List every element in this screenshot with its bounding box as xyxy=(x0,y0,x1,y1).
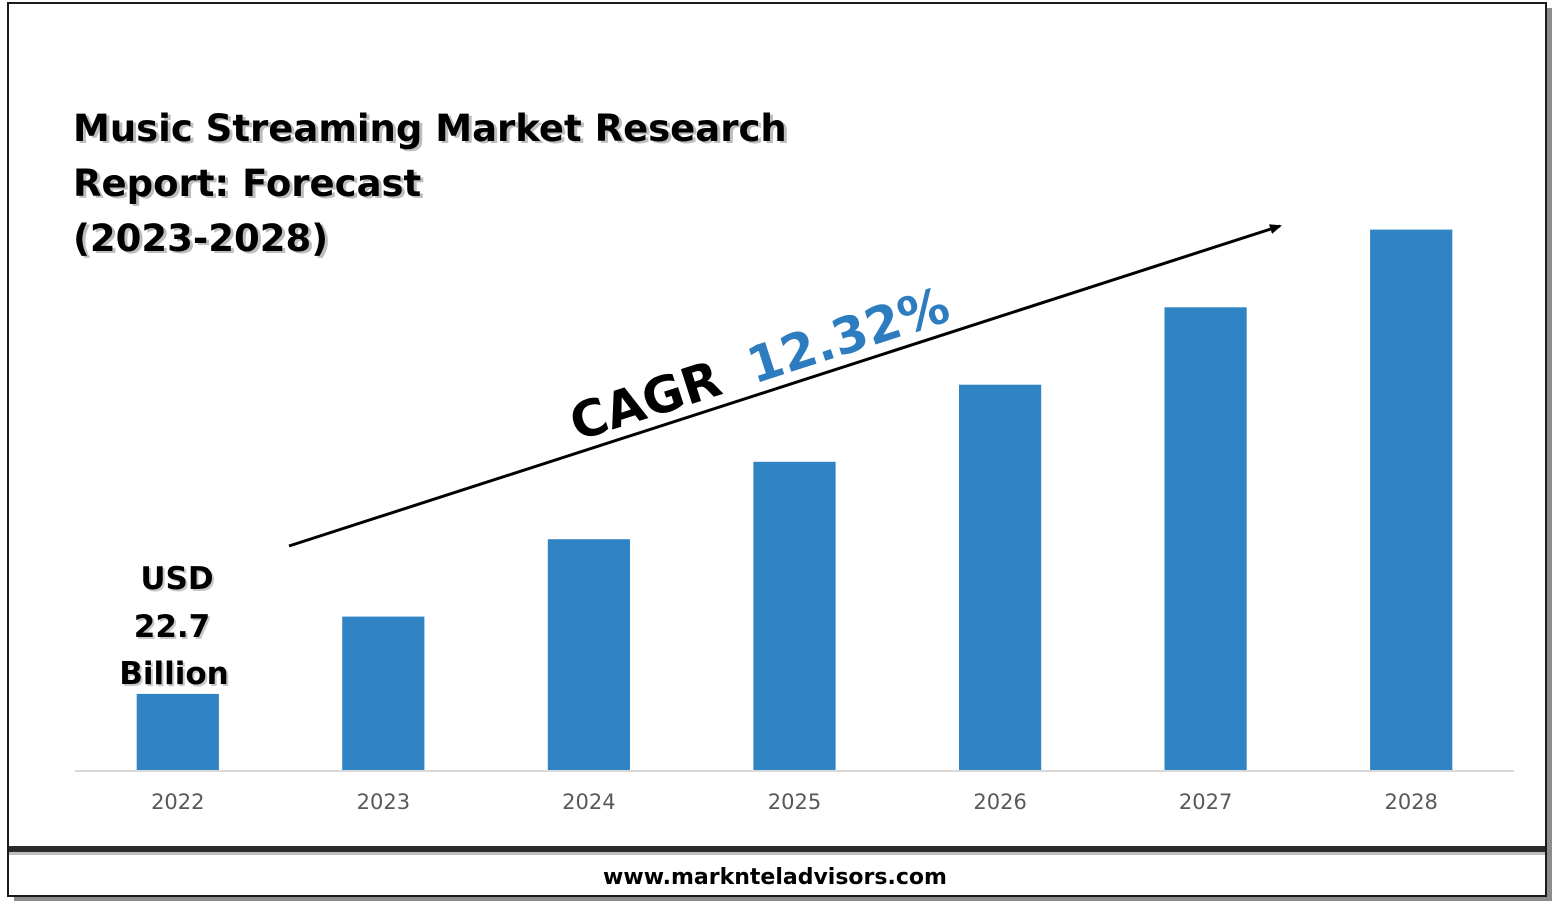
x-tick-label-2028: 2028 xyxy=(1384,790,1437,814)
bar-2025 xyxy=(753,461,836,771)
x-tick-label-2022: 2022 xyxy=(151,790,204,814)
bar-2026 xyxy=(959,384,1042,771)
footer-separator xyxy=(9,846,1545,852)
bar-2022 xyxy=(136,693,219,771)
x-tick-label-2025: 2025 xyxy=(768,790,821,814)
title-line-1-shadow: Music Streaming Market Research xyxy=(76,109,790,152)
title-line-2-shadow: Report: Forecast xyxy=(76,164,424,207)
x-tick-label-2024: 2024 xyxy=(562,790,615,814)
x-tick-label-2023: 2023 xyxy=(357,790,410,814)
bar-2024 xyxy=(547,539,630,771)
x-tick-label-2026: 2026 xyxy=(973,790,1026,814)
chart-title: Music Streaming Market Research Music St… xyxy=(73,107,790,262)
x-axis-ticks: 2022 2023 2024 2025 2026 2027 2028 xyxy=(151,790,1438,814)
footer-url: www.marknteladvisors.com xyxy=(603,865,947,890)
first-bar-label-line-2-shadow: 22.7 xyxy=(136,611,213,647)
first-bar-label-line-3: Billion xyxy=(119,656,229,692)
first-bar-label: USD USD 22.7 22.7 Billion Billion xyxy=(119,561,231,694)
bar-2023 xyxy=(342,616,425,771)
trend-arrow xyxy=(288,224,1282,548)
first-bar-label-line-1-shadow: USD xyxy=(142,563,215,599)
first-bar-label-line-2: 22.7 xyxy=(134,609,211,645)
bar-2027 xyxy=(1164,307,1247,771)
title-line-2: Report: Forecast xyxy=(73,162,421,205)
title-line-1: Music Streaming Market Research xyxy=(73,107,787,150)
first-bar-label-line-3-shadow: Billion xyxy=(121,658,231,694)
title-line-3: (2023-2028) xyxy=(73,217,328,260)
footer-separator-shadow xyxy=(9,852,1545,855)
title-line-3-shadow: (2023-2028) xyxy=(76,219,331,262)
bar-2028 xyxy=(1370,229,1453,772)
bar-series xyxy=(136,229,1453,772)
x-tick-label-2027: 2027 xyxy=(1179,790,1232,814)
first-bar-label-line-1: USD xyxy=(140,561,213,597)
